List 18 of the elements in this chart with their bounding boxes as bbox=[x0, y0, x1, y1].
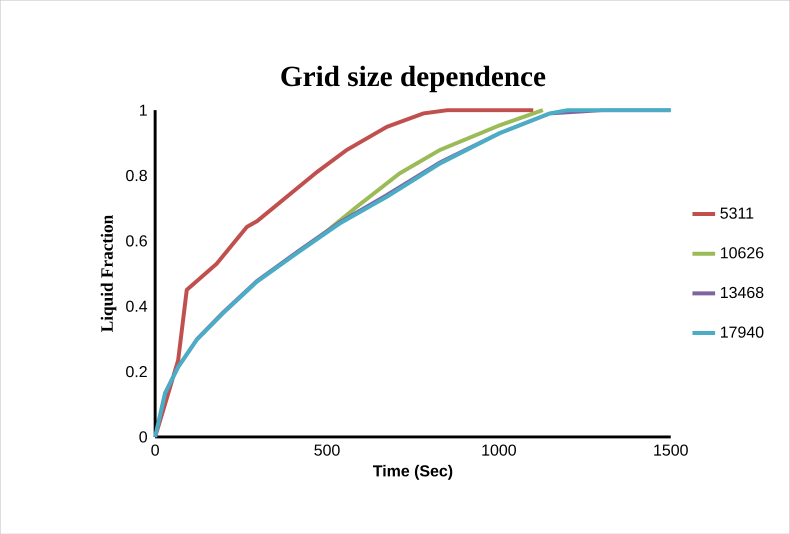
y-tick-label: 0.2 bbox=[126, 366, 147, 378]
legend-label: 5311 bbox=[720, 207, 754, 219]
y-axis-title: Liquid Fraction bbox=[100, 214, 116, 332]
legend-label: 17940 bbox=[720, 326, 764, 338]
y-tick-label: 0.6 bbox=[126, 235, 147, 246]
y-tick-label: 0.4 bbox=[126, 300, 148, 312]
line-series bbox=[153, 108, 673, 439]
y-tick-label: 1 bbox=[140, 104, 147, 116]
x-tick-label: 1000 bbox=[482, 444, 516, 456]
y-tick-label: 0.8 bbox=[126, 170, 147, 182]
x-tick-label: 500 bbox=[314, 444, 340, 456]
chart-title: Grid size dependence bbox=[281, 66, 546, 92]
x-tick-label: 0 bbox=[151, 444, 159, 456]
legend-label: 10626 bbox=[720, 247, 764, 258]
x-tick-label: 1500 bbox=[654, 444, 688, 456]
y-tick-label: 0 bbox=[139, 431, 147, 442]
x-axis-title: Time (Sec) bbox=[372, 464, 452, 480]
legend-label: 13468 bbox=[720, 286, 764, 298]
